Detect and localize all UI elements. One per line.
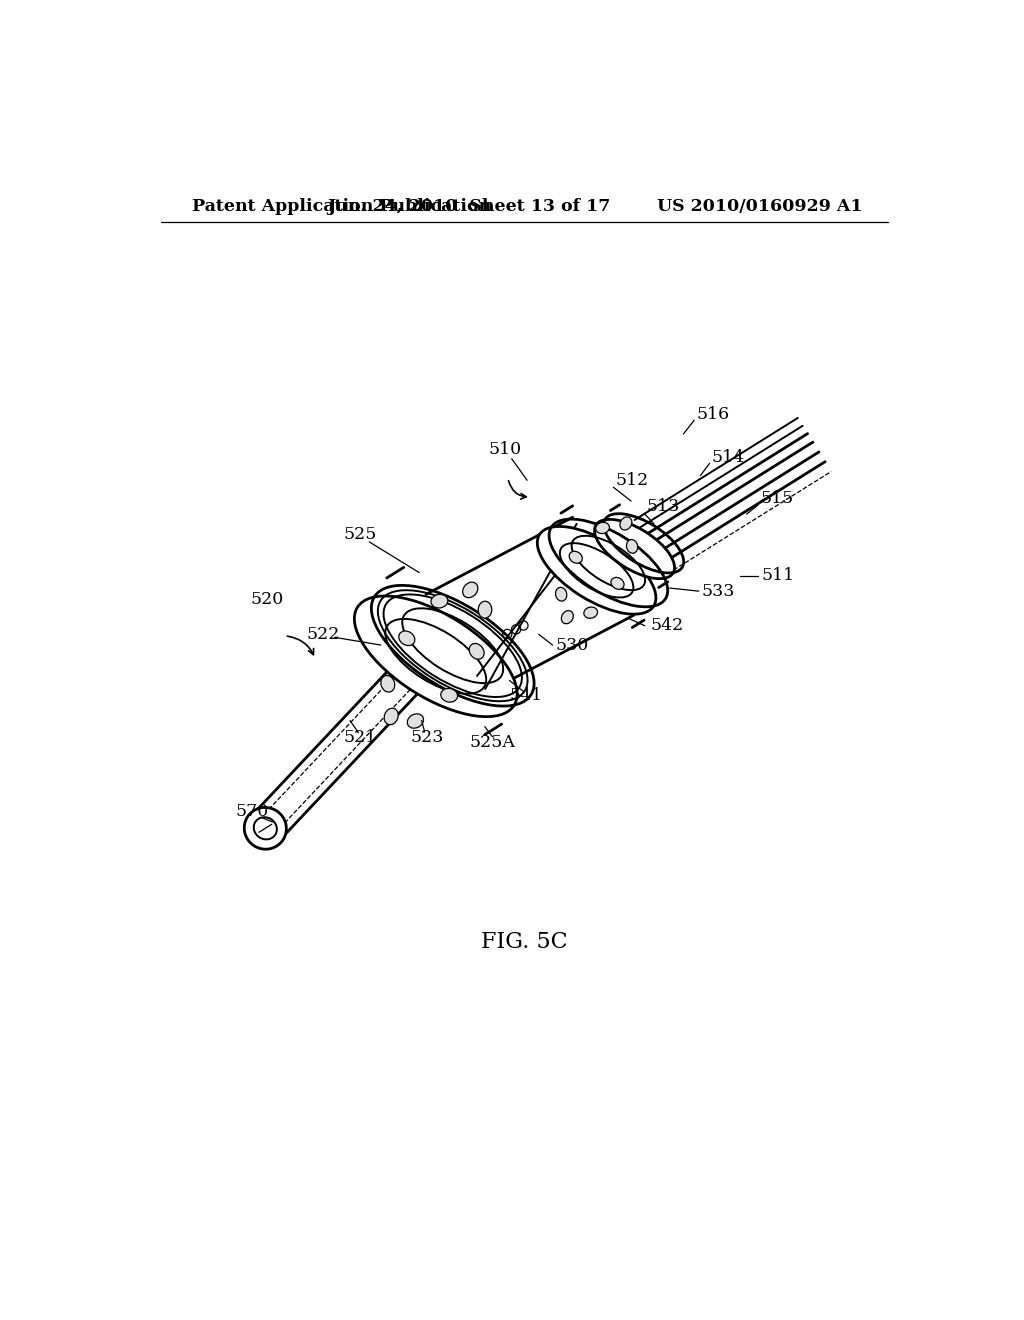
Text: 520: 520	[251, 591, 285, 609]
Text: 522: 522	[306, 626, 340, 643]
Text: 525A: 525A	[470, 734, 515, 751]
Text: US 2010/0160929 A1: US 2010/0160929 A1	[656, 198, 862, 215]
Text: 570: 570	[236, 803, 269, 820]
Text: 514: 514	[712, 449, 745, 466]
Ellipse shape	[560, 543, 634, 598]
Text: 521: 521	[343, 729, 377, 746]
Ellipse shape	[440, 689, 458, 702]
Ellipse shape	[381, 676, 394, 692]
Ellipse shape	[584, 607, 598, 618]
Ellipse shape	[245, 808, 287, 849]
Text: 510: 510	[488, 441, 521, 458]
Ellipse shape	[398, 631, 415, 645]
Text: FIG. 5C: FIG. 5C	[481, 932, 568, 953]
Ellipse shape	[408, 714, 424, 729]
Ellipse shape	[611, 577, 624, 589]
Ellipse shape	[620, 517, 632, 531]
Ellipse shape	[469, 643, 484, 659]
Text: Jun. 24, 2010  Sheet 13 of 17: Jun. 24, 2010 Sheet 13 of 17	[328, 198, 611, 215]
Ellipse shape	[596, 523, 609, 533]
Ellipse shape	[254, 817, 276, 840]
Ellipse shape	[569, 552, 583, 564]
Text: 525: 525	[343, 525, 377, 543]
Text: 542: 542	[650, 618, 684, 635]
Ellipse shape	[385, 619, 486, 694]
Text: 523: 523	[411, 729, 443, 746]
Ellipse shape	[595, 519, 675, 578]
Text: 513: 513	[646, 498, 680, 515]
Text: 541: 541	[509, 688, 542, 705]
Ellipse shape	[561, 611, 573, 624]
Ellipse shape	[384, 709, 398, 725]
Ellipse shape	[463, 582, 478, 598]
Text: Patent Application Publication: Patent Application Publication	[193, 198, 492, 215]
Ellipse shape	[556, 587, 566, 601]
Text: 512: 512	[615, 471, 649, 488]
Ellipse shape	[478, 601, 492, 618]
Text: 530: 530	[556, 636, 589, 653]
Text: 511: 511	[762, 568, 795, 585]
Ellipse shape	[627, 540, 638, 553]
Text: 533: 533	[701, 582, 735, 599]
Text: 515: 515	[761, 490, 794, 507]
Ellipse shape	[431, 594, 447, 609]
Ellipse shape	[538, 527, 656, 614]
Ellipse shape	[354, 597, 517, 717]
Text: 516: 516	[696, 405, 730, 422]
